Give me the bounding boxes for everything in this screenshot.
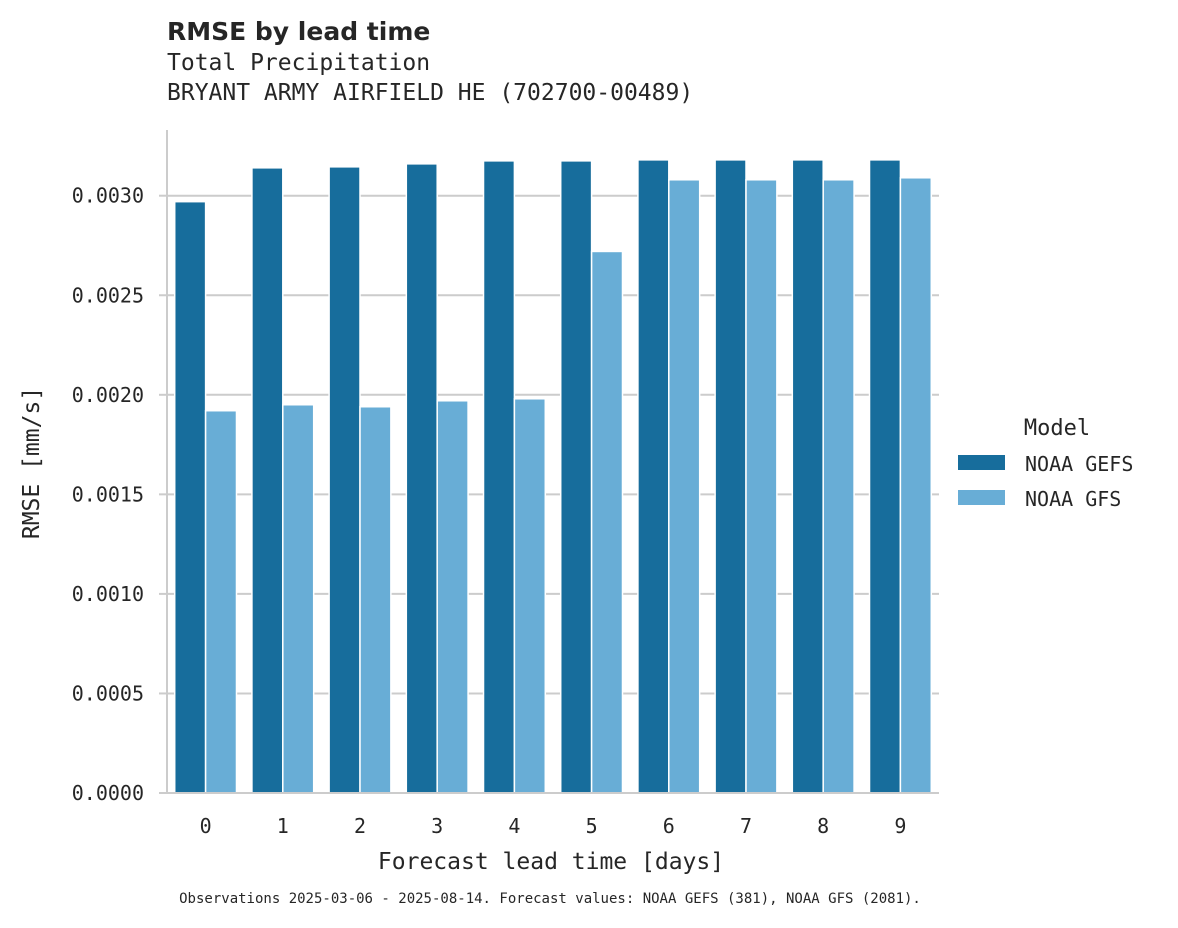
y-tick-label: 0.0025 bbox=[72, 283, 144, 307]
x-axis-label: Forecast lead time [days] bbox=[378, 849, 724, 875]
bar-gefs-1 bbox=[251, 167, 284, 794]
bar-gefs-2 bbox=[328, 166, 361, 794]
x-tick-label: 7 bbox=[740, 814, 752, 838]
bar-gfs-7 bbox=[745, 179, 778, 794]
legend-title: Model bbox=[1024, 416, 1090, 441]
x-tick-label: 1 bbox=[277, 814, 289, 838]
x-tick-label: 2 bbox=[354, 814, 366, 838]
bar-gefs-4 bbox=[482, 160, 516, 794]
legend-swatch-gefs bbox=[958, 455, 1005, 470]
legend-swatch-gfs bbox=[958, 490, 1005, 505]
bar-gfs-4 bbox=[513, 398, 547, 794]
x-tick-label: 3 bbox=[431, 814, 443, 838]
x-tick-label: 9 bbox=[894, 814, 906, 838]
chart-subtitle-station: BRYANT ARMY AIRFIELD HE (702700-00489) bbox=[167, 80, 694, 106]
bar-gefs-8 bbox=[791, 159, 824, 794]
bar-gefs-7 bbox=[714, 159, 747, 794]
bar-gefs-6 bbox=[637, 159, 670, 794]
bar-gfs-3 bbox=[436, 400, 469, 794]
y-tick-labels: 0.0000 0.0005 0.0010 0.0015 0.0020 0.0025 0.00… bbox=[72, 184, 144, 805]
y-tick-label: 0.0020 bbox=[72, 383, 144, 407]
bar-gefs-0 bbox=[173, 200, 207, 794]
x-tick-label: 6 bbox=[663, 814, 675, 838]
bar-gfs-5 bbox=[590, 250, 624, 794]
bar-gfs-1 bbox=[282, 404, 315, 794]
x-tick-label: 4 bbox=[508, 814, 520, 838]
legend-label-gfs: NOAA GFS bbox=[1025, 487, 1121, 511]
x-tick-labels: 0 1 2 3 4 5 6 7 8 9 bbox=[200, 814, 907, 838]
chart-footnote: Observations 2025-03-06 - 2025-08-14. Fo… bbox=[179, 891, 921, 907]
x-tick-label: 8 bbox=[817, 814, 829, 838]
y-tick-label: 0.0010 bbox=[72, 582, 144, 606]
legend: Model NOAA GEFS NOAA GFS bbox=[958, 416, 1133, 511]
chart-subtitle-variable: Total Precipitation bbox=[167, 50, 431, 76]
bar-gfs-9 bbox=[899, 177, 933, 794]
title-block: RMSE by lead time Total Precipitation BR… bbox=[167, 16, 693, 108]
bar-gefs-9 bbox=[868, 159, 902, 794]
y-tick-label: 0.0030 bbox=[72, 184, 144, 208]
bar-gfs-8 bbox=[822, 179, 855, 794]
chart-title: RMSE by lead time bbox=[167, 17, 431, 46]
bar-gefs-5 bbox=[559, 160, 593, 794]
x-tick-label: 0 bbox=[200, 814, 212, 838]
bar-gefs-3 bbox=[405, 163, 438, 794]
y-axis-label: RMSE [mm/s] bbox=[19, 387, 45, 539]
y-tick-label: 0.0015 bbox=[72, 482, 144, 506]
y-tick-label: 0.0005 bbox=[72, 681, 144, 705]
bar-gfs-0 bbox=[204, 409, 238, 794]
y-tick-label: 0.0000 bbox=[72, 781, 144, 805]
bar-gfs-2 bbox=[359, 405, 392, 794]
bar-gfs-6 bbox=[668, 179, 701, 794]
bars bbox=[173, 159, 933, 794]
legend-label-gefs: NOAA GEFS bbox=[1025, 452, 1133, 476]
x-tick-label: 5 bbox=[586, 814, 598, 838]
